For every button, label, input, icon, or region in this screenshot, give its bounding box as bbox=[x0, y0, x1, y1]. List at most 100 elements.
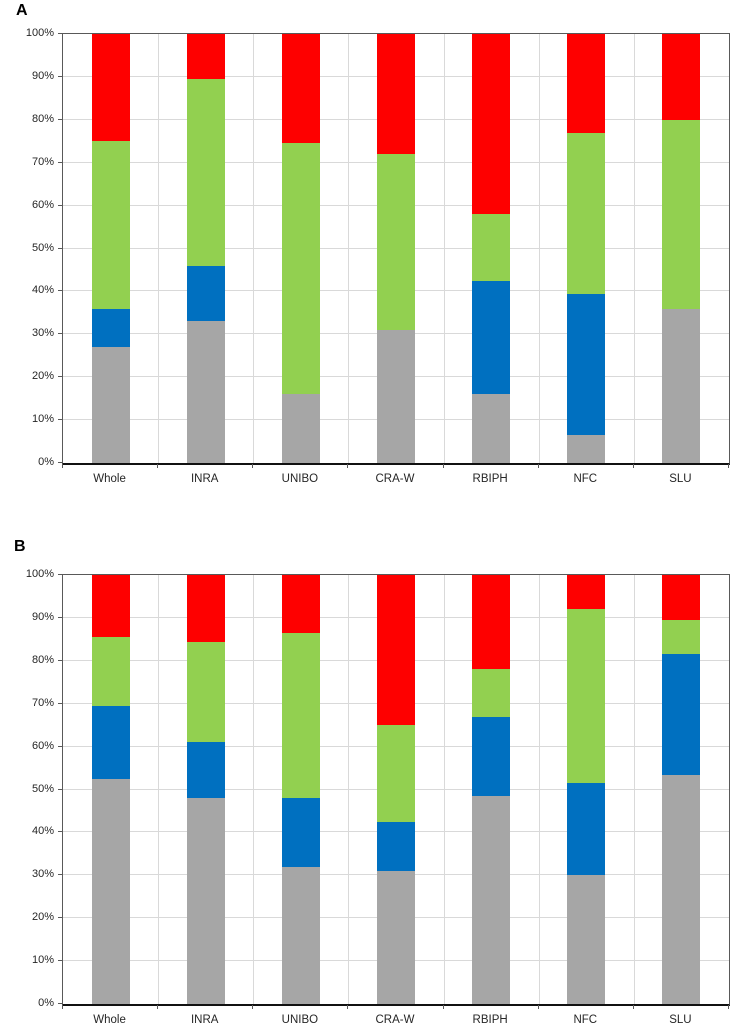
x-tick-mark bbox=[537, 1005, 539, 1009]
x-axis-label-slu: SLU bbox=[669, 473, 692, 485]
y-tick-mark bbox=[58, 616, 62, 618]
y-axis-label-40: 40% bbox=[31, 284, 54, 297]
bar-segment-inra-red bbox=[186, 575, 225, 642]
bar-cra-w bbox=[377, 575, 415, 1004]
y-tick-mark bbox=[58, 960, 62, 962]
bar-segment-slu-red bbox=[662, 575, 701, 621]
v-gridline bbox=[538, 575, 540, 1004]
bar-segment-slu-gray bbox=[662, 774, 701, 1004]
bar-segment-inra-blue bbox=[186, 265, 225, 322]
y-axis-label-70: 70% bbox=[31, 155, 54, 168]
plot-area-a bbox=[62, 33, 730, 465]
x-tick-mark bbox=[62, 464, 63, 468]
y-axis-label-10: 10% bbox=[31, 413, 54, 426]
y-axis-label-100: 100% bbox=[25, 568, 54, 580]
v-gridline bbox=[443, 575, 445, 1004]
bar-segment-slu-blue bbox=[662, 654, 701, 775]
bar-segment-nfc-gray bbox=[567, 875, 606, 1004]
bar-segment-rbiph-green bbox=[472, 669, 511, 717]
plot-area-b bbox=[62, 574, 730, 1006]
y-tick-mark bbox=[58, 75, 62, 77]
y-axis-label-60: 60% bbox=[31, 198, 54, 211]
y-axis-label-20: 20% bbox=[31, 911, 54, 924]
bar-segment-inra-gray bbox=[186, 321, 225, 463]
bar-segment-cra-w-gray bbox=[377, 871, 415, 1004]
bar-inra bbox=[186, 34, 225, 463]
v-gridline bbox=[253, 575, 255, 1004]
bar-segment-rbiph-gray bbox=[472, 394, 511, 463]
x-axis-label-whole: Whole bbox=[93, 473, 126, 485]
bar-segment-cra-w-red bbox=[377, 34, 415, 155]
bar-segment-nfc-red bbox=[567, 575, 606, 610]
bar-unibo bbox=[281, 575, 320, 1004]
y-axis-label-60: 60% bbox=[31, 739, 54, 752]
y-tick-mark bbox=[58, 702, 62, 704]
bar-rbiph bbox=[472, 34, 511, 463]
x-axis-label-rbiph: RBIPH bbox=[472, 1014, 508, 1026]
bar-segment-nfc-red bbox=[567, 34, 606, 133]
bar-segment-rbiph-blue bbox=[472, 716, 511, 796]
y-axis-label-50: 50% bbox=[31, 241, 54, 254]
x-axis-label-nfc: NFC bbox=[573, 1014, 598, 1026]
bar-nfc bbox=[567, 34, 606, 463]
bar-segment-slu-green bbox=[662, 620, 701, 655]
bar-segment-whole-green bbox=[91, 637, 130, 706]
v-gridline bbox=[633, 575, 635, 1004]
y-axis-label-10: 10% bbox=[31, 954, 54, 967]
bar-segment-rbiph-red bbox=[472, 575, 511, 670]
x-axis-label-slu: SLU bbox=[669, 1014, 692, 1026]
x-tick-mark bbox=[157, 464, 159, 468]
y-axis-label-0: 0% bbox=[38, 997, 54, 1009]
x-axis-label-unibo: UNIBO bbox=[281, 473, 319, 485]
bar-segment-cra-w-gray bbox=[377, 330, 415, 463]
x-tick-mark bbox=[442, 1005, 444, 1009]
v-gridline bbox=[443, 34, 445, 463]
bar-segment-unibo-gray bbox=[281, 394, 320, 463]
y-axis-label-90: 90% bbox=[31, 69, 54, 82]
bar-segment-inra-green bbox=[186, 641, 225, 743]
v-gridline bbox=[633, 34, 635, 463]
bar-segment-nfc-gray bbox=[567, 435, 606, 463]
x-axis-label-rbiph: RBIPH bbox=[472, 473, 508, 485]
x-tick-mark bbox=[62, 1005, 63, 1009]
bar-segment-whole-gray bbox=[91, 347, 130, 463]
y-tick-mark bbox=[58, 247, 62, 249]
x-tick-mark bbox=[157, 1005, 159, 1009]
y-tick-mark bbox=[58, 874, 62, 876]
y-axis-label-80: 80% bbox=[31, 653, 54, 666]
y-tick-mark bbox=[58, 118, 62, 120]
y-axis-label-40: 40% bbox=[31, 825, 54, 838]
bar-segment-whole-red bbox=[91, 575, 130, 638]
v-gridline bbox=[158, 575, 160, 1004]
x-tick-mark bbox=[252, 1005, 254, 1009]
bar-segment-slu-green bbox=[662, 119, 701, 309]
y-tick-mark bbox=[58, 745, 62, 747]
bar-segment-rbiph-blue bbox=[472, 280, 511, 395]
bar-segment-unibo-red bbox=[281, 34, 320, 144]
bar-segment-unibo-gray bbox=[281, 866, 320, 1004]
y-tick-mark bbox=[58, 419, 62, 421]
y-tick-mark bbox=[58, 161, 62, 163]
y-axis-label-30: 30% bbox=[31, 327, 54, 340]
bar-segment-inra-blue bbox=[186, 742, 225, 799]
x-axis-label-cra-w: CRA-W bbox=[375, 473, 415, 485]
bar-segment-slu-red bbox=[662, 34, 701, 120]
bar-segment-rbiph-gray bbox=[472, 795, 511, 1004]
y-axis-label-20: 20% bbox=[31, 370, 54, 383]
bar-segment-whole-red bbox=[91, 34, 130, 142]
x-tick-mark bbox=[537, 464, 539, 468]
x-tick-mark bbox=[728, 1005, 729, 1009]
bar-whole bbox=[91, 34, 130, 463]
v-gridline bbox=[158, 34, 160, 463]
y-axis-label-80: 80% bbox=[31, 112, 54, 125]
y-axis-label-30: 30% bbox=[31, 868, 54, 881]
v-gridline bbox=[253, 34, 255, 463]
bar-segment-cra-w-green bbox=[377, 725, 415, 822]
bar-segment-unibo-blue bbox=[281, 798, 320, 867]
panel-b: B Whole INRA UNIBO CRA-W RBIPH NFC SLU 0% 10% 20%… bbox=[0, 510, 733, 1028]
y-axis-label-0: 0% bbox=[38, 456, 54, 468]
bar-unibo bbox=[281, 34, 320, 463]
x-tick-mark bbox=[347, 464, 349, 468]
bar-segment-whole-blue bbox=[91, 705, 130, 779]
bar-segment-nfc-blue bbox=[567, 783, 606, 876]
